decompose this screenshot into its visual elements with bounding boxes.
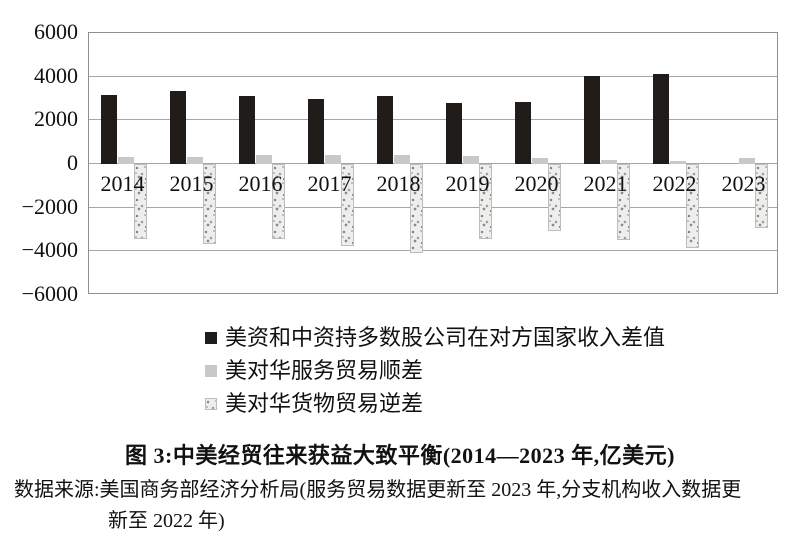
- gridline-4000: [89, 75, 777, 77]
- plot-area: [88, 32, 778, 294]
- y-tick-label--2000: −2000: [21, 193, 78, 219]
- bar-income-diff-2022: [653, 74, 669, 164]
- bar-services-surplus-2019: [463, 155, 479, 164]
- bar-services-surplus-2014: [118, 157, 134, 164]
- bar-services-surplus-2016: [256, 155, 272, 164]
- bar-goods-deficit-2023: [755, 164, 768, 228]
- bar-services-surplus-2023: [739, 158, 755, 164]
- legend-label-services-surplus: 美对华服务贸易顺差: [225, 358, 424, 383]
- legend-label-income-diff: 美资和中资持多数股公司在对方国家收入差值: [225, 325, 666, 350]
- x-tick-label-2016: 2016: [238, 171, 283, 196]
- bar-services-surplus-2018: [394, 155, 410, 164]
- bar-goods-deficit-2016: [272, 164, 285, 240]
- bar-income-diff-2015: [170, 91, 186, 164]
- bar-services-surplus-2022: [670, 161, 686, 164]
- bar-services-surplus-2015: [187, 156, 203, 164]
- bar-goods-deficit-2018: [410, 164, 423, 254]
- chart-legend: 美资和中资持多数股公司在对方国家收入差值 美对华服务贸易顺差 美对华货物贸易逆差: [205, 327, 665, 426]
- y-tick-label-4000: 4000: [34, 62, 78, 88]
- legend-marker-income-diff: [205, 332, 217, 344]
- bar-chart: 6000 4000 2000 0 −2000 −4000 −6000 2014 2015 201…: [21, 19, 778, 305]
- x-tick-label-2023: 2023: [721, 171, 766, 196]
- source-line-2: 新至 2022 年): [108, 510, 225, 532]
- x-tick-label-2014: 2014: [100, 171, 145, 196]
- gridline-0: [89, 163, 777, 164]
- bar-income-diff-2017: [308, 98, 324, 164]
- bar-goods-deficit-2020: [548, 164, 561, 231]
- bar-services-surplus-2017: [325, 155, 341, 164]
- legend-label-goods-deficit: 美对华货物贸易逆差: [225, 391, 424, 416]
- y-tick-label--4000: −4000: [21, 237, 78, 263]
- x-tick-label-2021: 2021: [583, 171, 628, 196]
- y-tick-label--6000: −6000: [21, 281, 78, 306]
- x-tick-label-2019: 2019: [445, 171, 490, 196]
- gridline--2000: [89, 206, 777, 208]
- bar-income-diff-2016: [239, 96, 255, 164]
- x-tick-label-2017: 2017: [307, 171, 352, 196]
- bar-services-surplus-2021: [601, 160, 617, 164]
- bar-income-diff-2021: [584, 76, 600, 164]
- bar-income-diff-2014: [101, 94, 117, 164]
- y-tick-label-6000: 6000: [34, 19, 78, 44]
- bar-goods-deficit-2021: [617, 164, 630, 240]
- bar-goods-deficit-2015: [203, 164, 216, 244]
- legend-item-goods-deficit: 美对华货物贸易逆差: [205, 393, 665, 415]
- bar-income-diff-2018: [377, 96, 393, 164]
- bar-income-diff-2019: [446, 103, 462, 164]
- legend-marker-services-surplus: [205, 365, 217, 377]
- figure-caption: 图 3:中美经贸往来获益大致平衡(2014—2023 年,亿美元): [125, 443, 675, 468]
- bar-goods-deficit-2017: [341, 164, 354, 247]
- source-line-1: 数据来源:美国商务部经济分析局(服务贸易数据更新至 2023 年,分支机构收入数…: [14, 479, 742, 501]
- bar-services-surplus-2020: [532, 158, 548, 164]
- y-tick-label-0: 0: [67, 150, 78, 175]
- legend-item-income-diff: 美资和中资持多数股公司在对方国家收入差值: [205, 327, 665, 349]
- bar-goods-deficit-2022: [686, 164, 699, 249]
- x-tick-label-2022: 2022: [652, 171, 697, 196]
- y-tick-label-2000: 2000: [34, 106, 78, 132]
- x-tick-label-2015: 2015: [169, 171, 214, 196]
- bar-goods-deficit-2014: [134, 164, 147, 240]
- legend-marker-goods-deficit: [205, 398, 217, 410]
- gridline-2000: [89, 119, 777, 121]
- gridline--4000: [89, 250, 777, 252]
- x-tick-label-2018: 2018: [376, 171, 421, 196]
- bar-goods-deficit-2019: [479, 164, 492, 240]
- x-tick-label-2020: 2020: [514, 171, 559, 196]
- bar-income-diff-2020: [515, 102, 531, 164]
- legend-item-services-surplus: 美对华服务贸易顺差: [205, 360, 665, 382]
